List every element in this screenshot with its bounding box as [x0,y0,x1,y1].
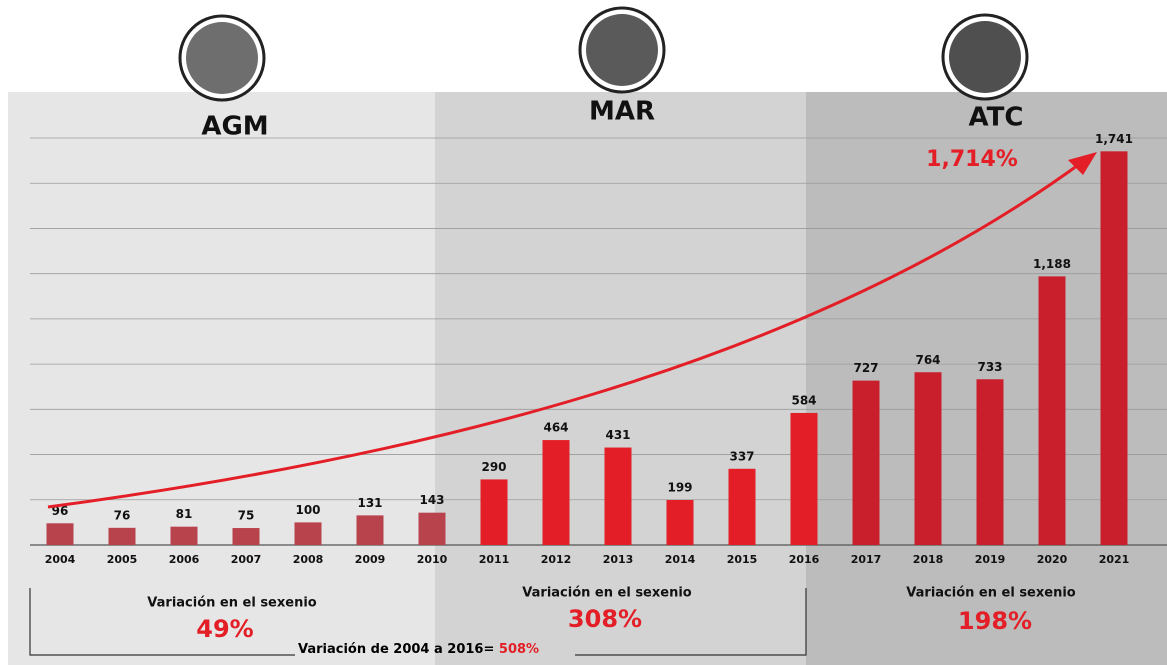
bar [233,528,260,545]
period-name: ATC [969,103,1024,133]
value-label: 733 [977,360,1002,374]
x-tick-label: 2015 [727,553,758,566]
period-caption: Variación en el sexenio [147,596,317,611]
value-label: 764 [915,353,940,367]
value-label: 76 [114,508,131,522]
bar [853,381,880,545]
x-tick-label: 2016 [789,553,820,566]
panel [8,92,435,665]
x-tick-label: 2013 [603,553,634,566]
x-tick-label: 2012 [541,553,572,566]
value-label: 81 [176,507,193,521]
x-tick-label: 2020 [1037,553,1068,566]
growth-annotation: 1,714% [926,147,1018,172]
x-tick-label: 2004 [45,553,76,566]
panel [435,92,806,665]
x-tick-label: 2008 [293,553,324,566]
bar [791,413,818,545]
x-tick-label: 2007 [231,553,262,566]
x-tick-label: 2005 [107,553,138,566]
period-name: AGM [201,112,268,142]
value-label: 431 [605,428,630,442]
portraits [180,8,1027,100]
x-tick-label: 2019 [975,553,1006,566]
bar [605,448,632,545]
x-tick-label: 2011 [479,553,510,566]
total-variation: Variación de 2004 a 2016= 508% [298,642,539,657]
value-label: 100 [295,503,320,517]
bar [1039,276,1066,545]
x-tick-label: 2021 [1099,553,1130,566]
bar [543,440,570,545]
period-variation: 308% [568,605,642,633]
value-label: 464 [543,421,568,435]
value-label: 199 [667,481,692,495]
bar [915,372,942,545]
bar [729,469,756,545]
portrait [949,21,1021,93]
total-variation-text: Variación de 2004 a 2016= [298,642,494,657]
period-caption: Variación en el sexenio [906,586,1076,601]
value-label: 337 [729,449,754,463]
value-label: 584 [791,393,816,407]
x-tick-label: 2009 [355,553,386,566]
portrait [586,14,658,86]
x-tick-label: 2006 [169,553,200,566]
value-label: 1,741 [1095,132,1133,146]
bar [47,523,74,545]
value-label: 143 [419,493,444,507]
portrait [186,22,258,94]
value-label: 727 [853,361,878,375]
x-tick-label: 2017 [851,553,882,566]
value-label: 1,188 [1033,257,1071,271]
x-tick-label: 2014 [665,553,696,566]
bar [419,513,446,545]
x-tick-label: 2010 [417,553,448,566]
bar [1101,151,1128,545]
bar [171,527,198,545]
bar [295,522,322,545]
period-name: MAR [589,97,655,127]
bar [109,528,136,545]
value-label: 290 [481,460,506,474]
total-variation-value: 508% [499,642,539,657]
value-label: 131 [357,496,382,510]
x-tick-label: 2018 [913,553,944,566]
bar [977,379,1004,545]
bar [481,479,508,545]
period-variation: 198% [958,607,1032,635]
bar [667,500,694,545]
value-label: 75 [238,509,255,523]
chart: Variación de 2004 a 2016= 508% 1,714% AG… [0,0,1167,665]
period-caption: Variación en el sexenio [522,586,692,601]
period-variation: 49% [196,615,253,643]
bar [357,515,384,545]
